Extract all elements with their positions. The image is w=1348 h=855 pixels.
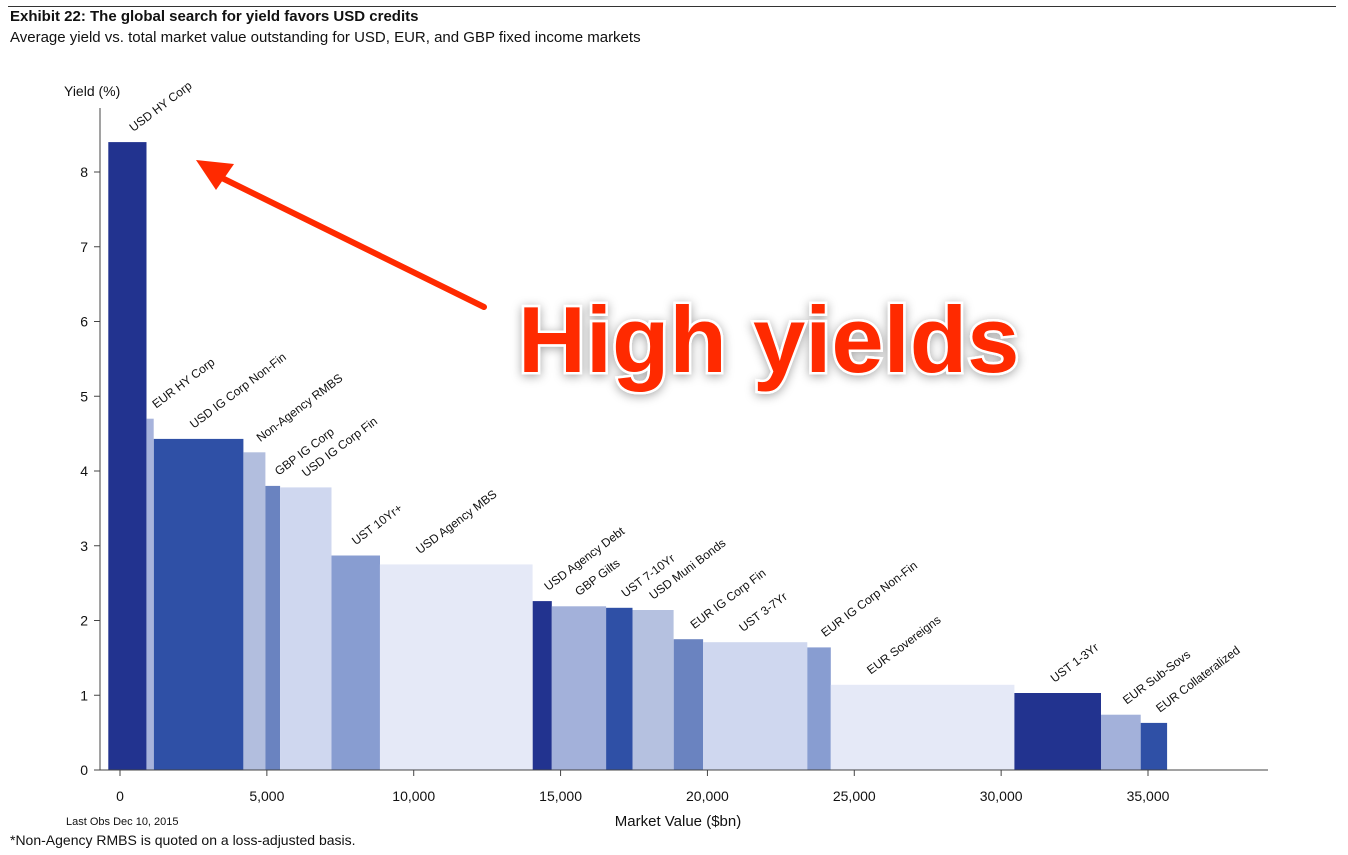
x-tick-label: 25,000 (833, 788, 876, 804)
bar-usd-hy-corp (108, 142, 147, 771)
bar-usd-muni-bonds (632, 610, 674, 770)
exhibit-subtitle: Average yield vs. total market value out… (10, 29, 641, 46)
bar-usd-ig-corp-non-fin (153, 438, 244, 770)
x-tick-label: 10,000 (392, 788, 435, 804)
x-axis-title: Market Value ($bn) (615, 813, 741, 830)
x-tick-label: 35,000 (1127, 788, 1170, 804)
bar-label-eur-ig-corp-non-fin: EUR IG Corp Non-Fin (818, 558, 920, 639)
bar-eur-collateralized (1140, 722, 1168, 770)
footnote: *Non-Agency RMBS is quoted on a loss-adj… (10, 832, 356, 848)
bar-label-ust-1-3yr: UST 1-3Yr (1048, 640, 1102, 685)
bar-eur-sovereigns (830, 684, 1015, 770)
bar-ust-3-7yr (703, 642, 808, 770)
x-tick-label: 15,000 (539, 788, 582, 804)
bar-label-eur-hy-corp: EUR HY Corp (149, 355, 217, 411)
annotation-layer: High yields (196, 160, 1022, 395)
exhibit-title: Exhibit 22: The global search for yield … (10, 8, 419, 25)
bar-eur-ig-corp-non-fin (807, 647, 831, 770)
bar-usd-agency-debt (532, 601, 552, 770)
bar-eur-hy-corp (146, 418, 154, 770)
bar-usd-agency-mbs (379, 564, 533, 770)
bars-layer (108, 142, 1168, 771)
x-tick-label: 20,000 (686, 788, 729, 804)
bar-label-usd-agency-mbs: USD Agency MBS (413, 487, 499, 557)
bar-eur-ig-corp-fin (673, 639, 704, 770)
y-tick-label: 4 (80, 463, 88, 479)
y-tick-label: 8 (80, 164, 88, 180)
bar-non-agency-rmbs (243, 452, 266, 770)
header-rule (8, 6, 1336, 7)
y-tick-label: 7 (80, 239, 88, 255)
bar-gbp-ig-corp (265, 485, 281, 770)
bar-usd-ig-corp-fin (280, 487, 332, 770)
bar-ust-1-3yr (1014, 693, 1101, 770)
last-obs-note: Last Obs Dec 10, 2015 (66, 816, 179, 828)
bar-ust-10yr (331, 555, 380, 770)
x-tick-label: 0 (116, 788, 124, 804)
bar-label-ust-3-7yr: UST 3-7Yr (736, 589, 790, 634)
bar-eur-sub-sovs (1101, 714, 1141, 770)
y-tick-label: 5 (80, 388, 88, 404)
x-tick-label: 30,000 (980, 788, 1023, 804)
bar-label-eur-sovereigns: EUR Sovereigns (864, 613, 943, 678)
y-axis-title: Yield (%) (64, 83, 120, 99)
y-tick-label: 2 (80, 613, 88, 629)
bar-ust-7-10yr (606, 607, 633, 770)
axes-layer: Yield (%) Market Value ($bn) Last Obs De… (64, 83, 1268, 830)
arrow-head (196, 160, 234, 190)
y-tick-label: 0 (80, 762, 88, 778)
x-tick-label: 5,000 (249, 788, 284, 804)
bar-gbp-gilts (551, 606, 607, 770)
bar-label-usd-hy-corp: USD HY Corp (127, 78, 195, 134)
bar-label-eur-collateralized: EUR Collateralized (1153, 643, 1242, 715)
ticks-layer: 0 5,000 10,000 15,000 20,000 25,000 30,000 35,0… (80, 164, 1169, 804)
y-tick-label: 1 (80, 687, 88, 703)
y-tick-label: 3 (80, 538, 88, 554)
high-yields-annotation: High yields (518, 287, 1019, 392)
bar-label-ust-10yr: UST 10Yr+ (349, 501, 405, 548)
arrow-shaft (219, 175, 487, 310)
y-tick-label: 6 (80, 314, 88, 330)
